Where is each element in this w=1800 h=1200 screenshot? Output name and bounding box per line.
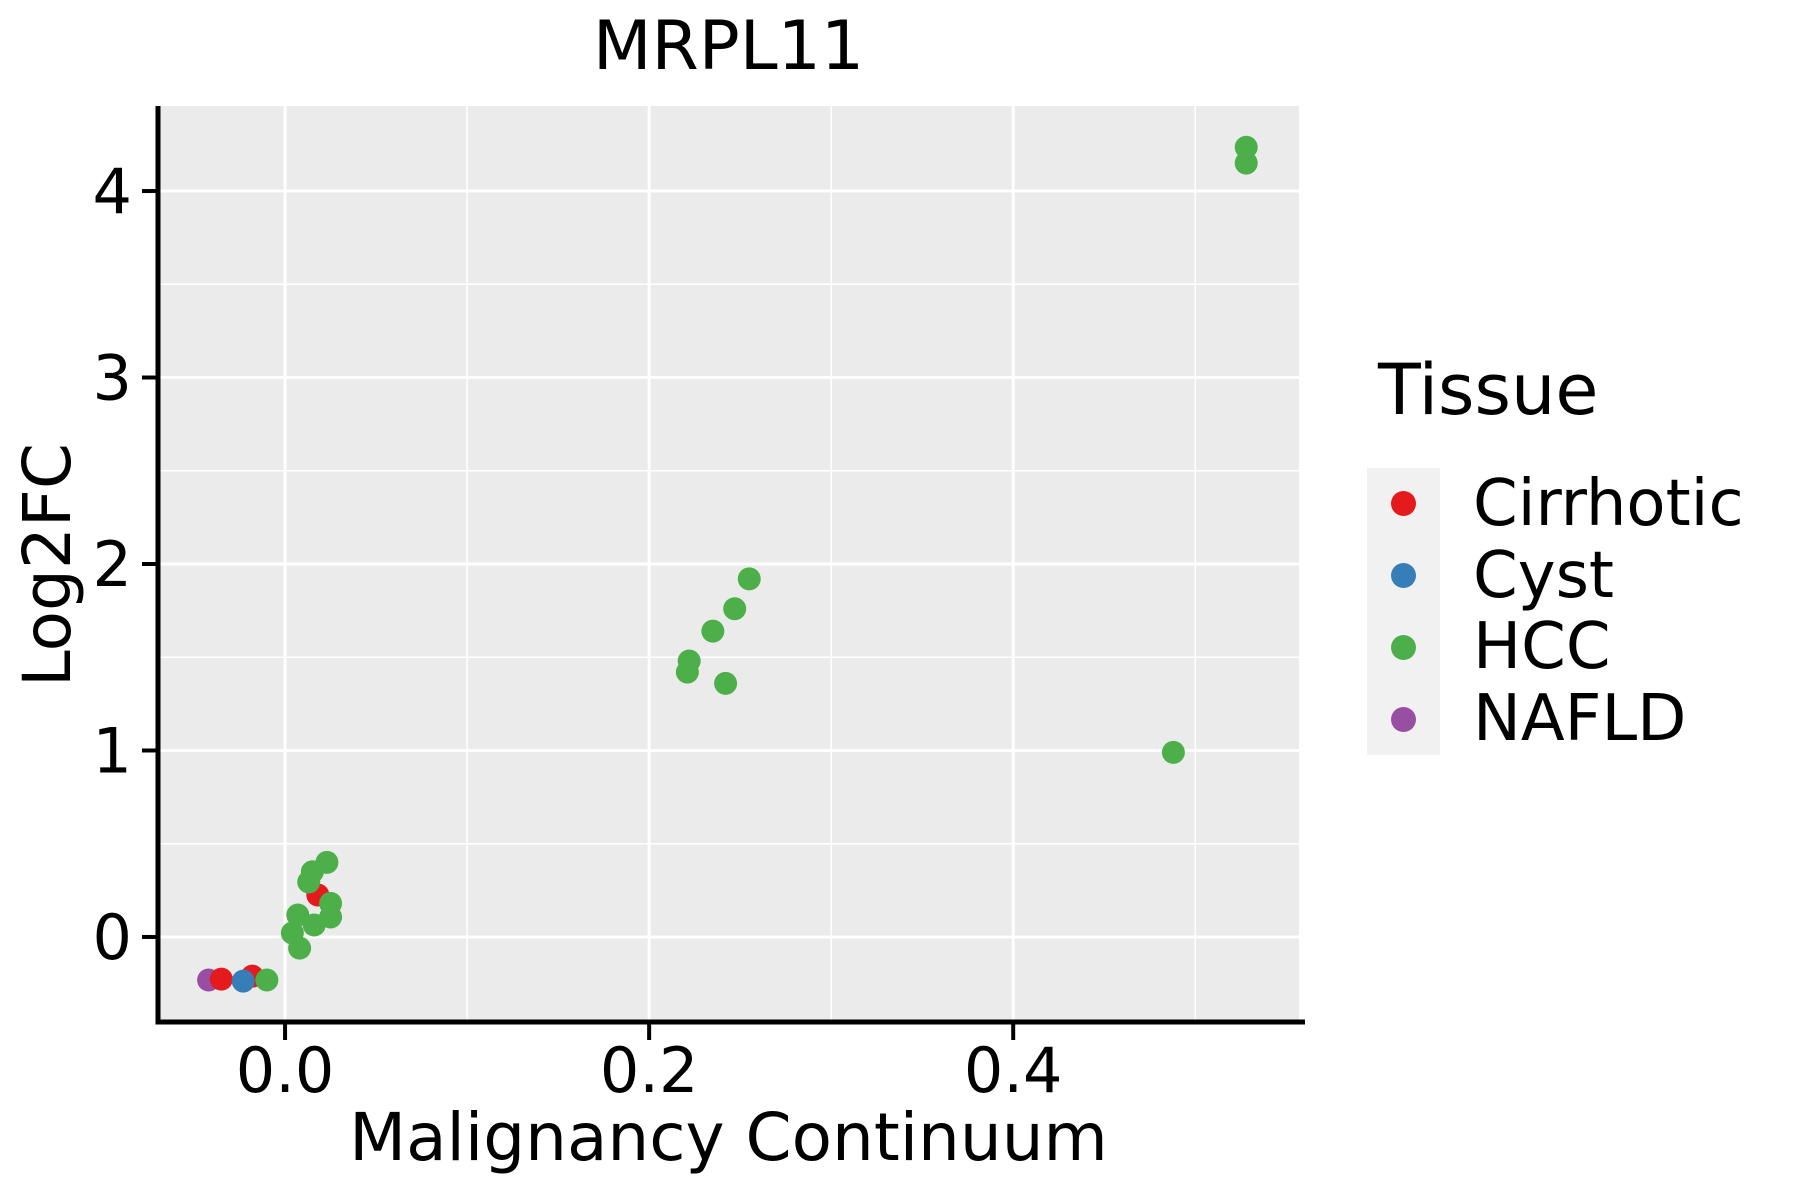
legend-dot-nafld <box>1390 706 1416 732</box>
data-point-hcc <box>302 913 326 937</box>
legend-title: Tissue <box>1378 349 1599 431</box>
data-point-hcc <box>737 567 761 591</box>
x-tick-label: 0.0 <box>236 1034 335 1107</box>
legend-dot-cirrhotic <box>1390 491 1416 517</box>
y-axis-label: Log2FC <box>9 443 86 687</box>
data-point-hcc <box>297 870 321 894</box>
x-tick-label: 0.2 <box>600 1034 699 1107</box>
data-point-cyst <box>231 969 255 993</box>
data-point-hcc <box>1234 151 1258 175</box>
legend-dot-hcc <box>1390 634 1416 660</box>
data-point-hcc <box>675 660 699 684</box>
data-point-hcc <box>714 671 738 695</box>
legend-label-hcc: HCC <box>1473 610 1611 685</box>
y-tick-label: 2 <box>93 528 132 601</box>
legend-label-cyst: Cyst <box>1473 538 1614 613</box>
y-tick-label: 4 <box>93 155 132 228</box>
data-point-cirrhotic <box>209 967 233 991</box>
y-tick-label: 1 <box>93 714 132 787</box>
x-tick-label: 0.4 <box>964 1034 1063 1107</box>
legend-label-nafld: NAFLD <box>1473 682 1687 757</box>
data-point-hcc <box>723 597 747 621</box>
data-point-hcc <box>1161 740 1185 764</box>
y-tick-label: 3 <box>93 342 132 415</box>
y-tick-label: 0 <box>93 901 132 974</box>
data-point-hcc <box>701 619 725 643</box>
x-axis-label: Malignancy Continuum <box>349 1099 1108 1176</box>
data-point-hcc <box>1234 135 1258 159</box>
data-point-hcc <box>255 968 279 992</box>
legend-dot-cyst <box>1390 563 1416 589</box>
legend-label-cirrhotic: Cirrhotic <box>1473 466 1744 541</box>
plot-title: MRPL11 <box>592 7 865 86</box>
data-point-hcc <box>288 936 312 960</box>
